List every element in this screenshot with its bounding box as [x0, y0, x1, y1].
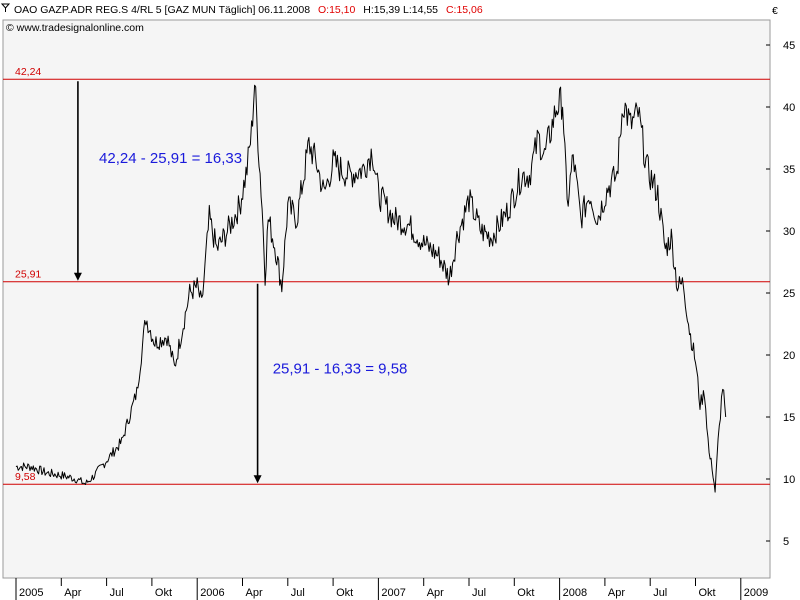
arrows — [73, 81, 262, 484]
x-tick-label: 2007 — [381, 587, 405, 599]
reference-line-label: 25,91 — [15, 269, 41, 281]
reference-line-label: 42,24 — [15, 66, 41, 78]
open-value: O:15,10 — [318, 4, 356, 16]
y-tick-label: 5 — [783, 536, 789, 548]
x-tick-label: Jul — [291, 587, 305, 599]
x-tick-label: Okt — [155, 587, 172, 599]
plot-area — [2, 19, 771, 579]
reference-line-label: 9,58 — [15, 471, 36, 483]
calculation-annotation: 25,91 - 16,33 = 9,58 — [273, 361, 408, 378]
y-tick-label: 10 — [783, 474, 795, 486]
svg-text:OAO GAZP.ADR REG.S 4/RL 5 [GAZ: OAO GAZP.ADR REG.S 4/RL 5 [GAZ MUN Tägli… — [14, 4, 483, 16]
price-series — [15, 84, 727, 493]
x-axis: 2005 Apr Jul Okt 2006 Apr Jul Okt 2007 Apr Jul Okt 2… — [15, 578, 768, 600]
y-tick-label: 30 — [783, 226, 795, 238]
annotations: 42,24 - 25,91 = 16,33 25,91 - 16,33 = 9,5… — [99, 150, 407, 378]
down-arrow — [253, 283, 262, 484]
y-tick-label: 45 — [783, 40, 795, 52]
x-tick-label: Okt — [699, 587, 716, 599]
x-tick-label: Apr — [427, 587, 444, 599]
horizontal-lines: 42,24 25,91 9,58 — [3, 66, 770, 485]
x-tick-label: 2006 — [200, 587, 224, 599]
x-tick-label: Jul — [653, 587, 667, 599]
x-tick-label: Jul — [110, 587, 124, 599]
y-tick-label: 25 — [783, 288, 795, 300]
y-tick-label: 20 — [783, 350, 795, 362]
x-tick-label: 2005 — [19, 587, 43, 599]
x-tick-label: Apr — [64, 587, 81, 599]
x-tick-label: Okt — [517, 587, 534, 599]
calculation-annotation: 42,24 - 25,91 = 16,33 — [99, 150, 242, 167]
currency-symbol: € — [772, 5, 778, 17]
x-tick-label: Apr — [246, 587, 263, 599]
watermark-text: © www.tradesignalonline.com — [6, 22, 144, 34]
chart-header: OAO GAZP.ADR REG.S 4/RL 5 [GAZ MUN Tägli… — [0, 3, 778, 34]
x-tick-label: 2008 — [563, 587, 587, 599]
y-tick-label: 35 — [783, 164, 795, 176]
y-axis: 5 10 15 20 25 30 35 40 45 — [766, 40, 795, 548]
x-tick-label: Okt — [336, 587, 353, 599]
x-tick-label: Apr — [608, 587, 625, 599]
down-arrow — [73, 81, 82, 281]
instrument-title: OAO GAZP.ADR REG.S 4/RL 5 [GAZ MUN Tägli… — [14, 4, 310, 16]
caret-icon[interactable] — [0, 3, 11, 12]
close-value: C:15,06 — [446, 4, 483, 16]
x-tick-label: Jul — [472, 587, 486, 599]
x-tick-label: 2009 — [744, 587, 768, 599]
y-tick-label: 15 — [783, 412, 795, 424]
price-line — [15, 84, 727, 493]
y-tick-label: 40 — [783, 102, 795, 114]
high-low-values: H:15,39 L:14,55 — [363, 4, 438, 16]
